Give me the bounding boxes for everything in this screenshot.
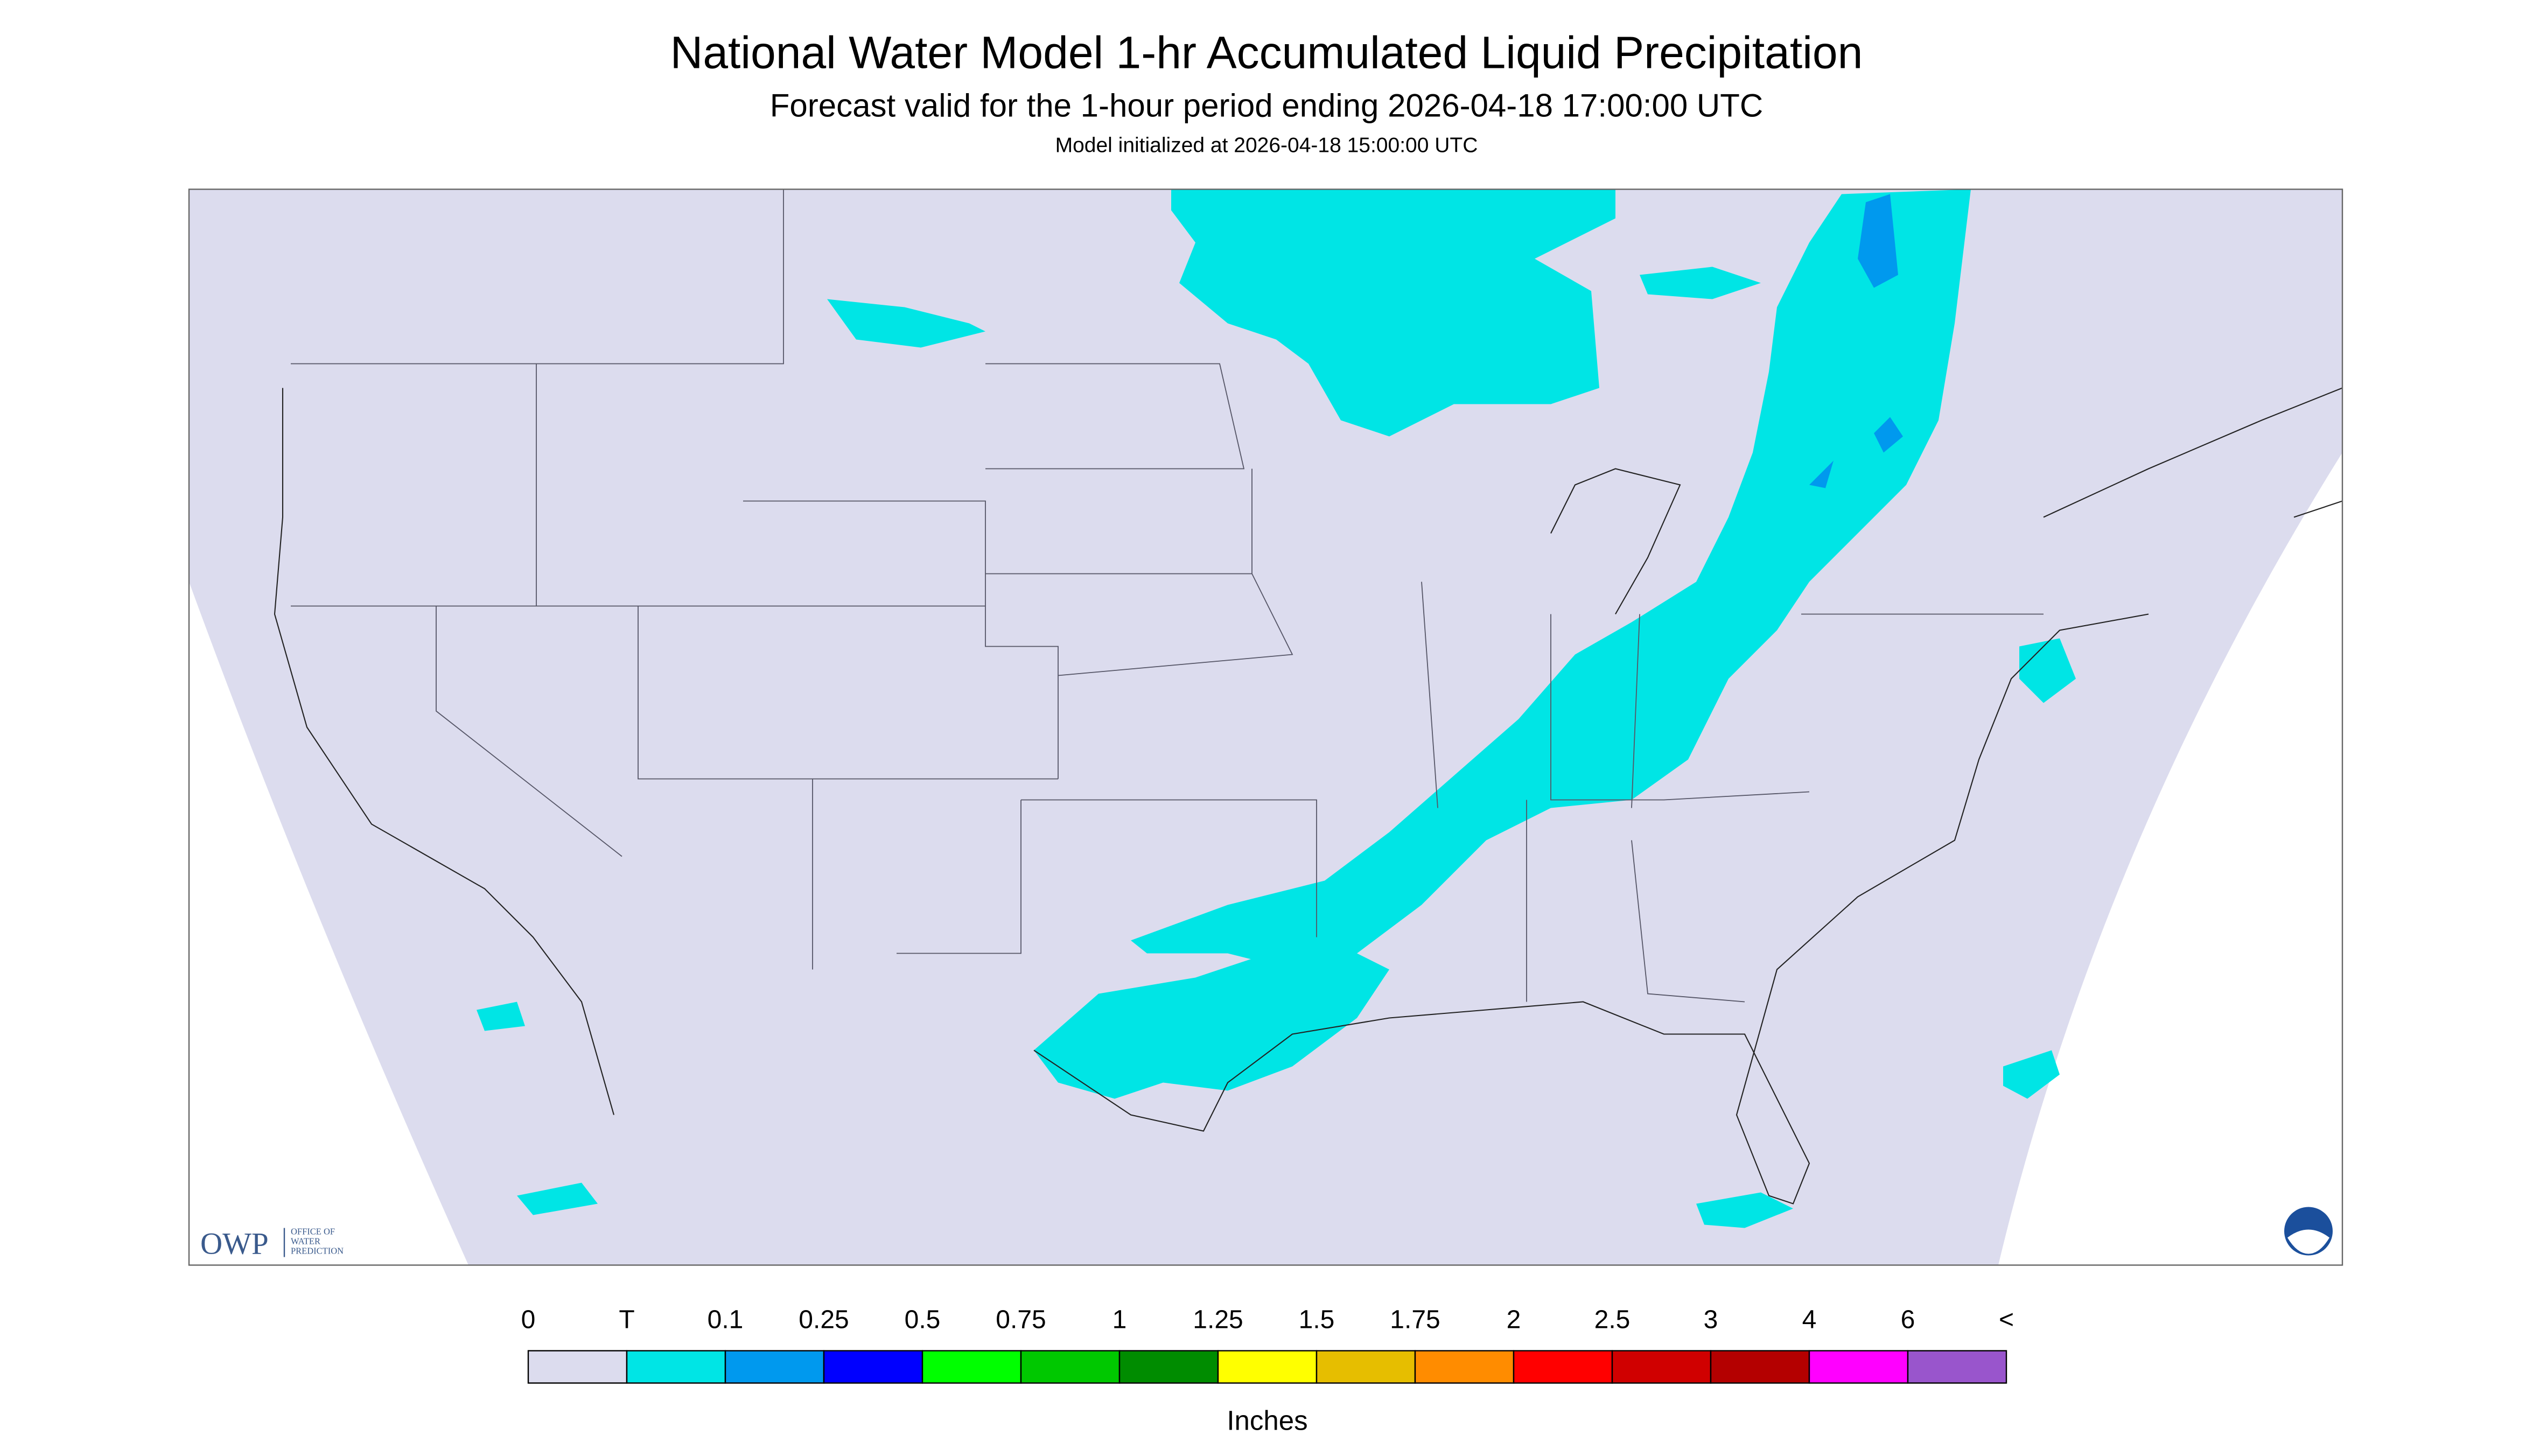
legend-swatch	[823, 1350, 923, 1384]
logo-abbr: OWP	[200, 1227, 269, 1261]
legend-unit: Inches	[1227, 1405, 1307, 1436]
state-lines	[291, 189, 2044, 1003]
precip-blob	[1640, 267, 1761, 299]
precip-blob	[477, 1002, 525, 1031]
legend-swatch	[527, 1350, 628, 1384]
precip-cell	[1874, 417, 1903, 453]
legend-swatch	[1513, 1350, 1613, 1384]
legend-swatch	[1710, 1350, 1810, 1384]
legend-swatch	[1118, 1350, 1219, 1384]
legend-label: 1.75	[1390, 1306, 1440, 1334]
legend-label: 2.5	[1594, 1306, 1631, 1334]
precip-moderate	[1809, 194, 1903, 488]
legend-label: 3	[1704, 1306, 1718, 1334]
precip-canada	[1171, 189, 1615, 437]
legend-label: 0	[521, 1306, 536, 1334]
legend-label: T	[619, 1306, 634, 1334]
precip-blob	[2019, 638, 2076, 703]
legend-swatch	[1414, 1350, 1515, 1384]
borders	[274, 189, 2343, 1205]
precip-cell	[1858, 194, 1898, 288]
legend-label: 0.25	[799, 1306, 849, 1334]
legend-label: 4	[1802, 1306, 1817, 1334]
legend-label: 0.1	[708, 1306, 744, 1334]
legend-swatch	[1907, 1350, 2007, 1384]
noaa-logo-wave	[2287, 1229, 2329, 1254]
logo-line: OFFICE OF	[291, 1227, 335, 1237]
legend-swatch	[921, 1350, 1022, 1384]
map: OWP OFFICE OF WATER PREDICTION	[188, 188, 2343, 1266]
init-note: Model initialized at 2026-04-18 15:00:00…	[1055, 134, 1478, 157]
legend-swatch	[724, 1350, 825, 1384]
precip-cell	[1809, 460, 1834, 488]
legend: 0 T 0.1 0.25 0.5 0.75 1 1.25 1.5 1.75 2 2.5 3 4 6 < Inch…	[521, 1306, 2014, 1436]
legend-label: 1.25	[1193, 1306, 1243, 1334]
legend-label: 2	[1507, 1306, 1521, 1334]
legend-label: 0.75	[996, 1306, 1046, 1334]
map-frame	[188, 188, 2343, 1266]
precip-blob	[2003, 1050, 2060, 1099]
legend-swatch	[1316, 1350, 1416, 1384]
legend-swatch	[1020, 1350, 1121, 1384]
logo-line: PREDICTION	[291, 1246, 344, 1256]
legend-label: 1	[1112, 1306, 1127, 1334]
precip-gulf	[1034, 945, 1389, 1099]
coastline	[274, 387, 2343, 1205]
subtitle: Forecast valid for the 1-hour period end…	[770, 88, 1763, 124]
precip-blob	[517, 1182, 598, 1215]
precip-blob	[827, 299, 985, 348]
legend-label: 0.5	[905, 1306, 941, 1334]
legend-swatch	[626, 1350, 726, 1384]
legend-swatch	[1217, 1350, 1318, 1384]
legend-swatch	[1611, 1350, 1712, 1384]
map-domain	[189, 189, 2342, 1265]
legend-label: <	[1999, 1306, 2014, 1334]
legend-label: 1.5	[1299, 1306, 1335, 1334]
legend-label: 6	[1901, 1306, 1915, 1334]
legend-swatch	[1808, 1350, 1909, 1384]
logo-line: WATER	[291, 1236, 320, 1247]
precip-blob	[1696, 1192, 1793, 1228]
title: National Water Model 1-hr Accumulated Li…	[670, 27, 1863, 78]
